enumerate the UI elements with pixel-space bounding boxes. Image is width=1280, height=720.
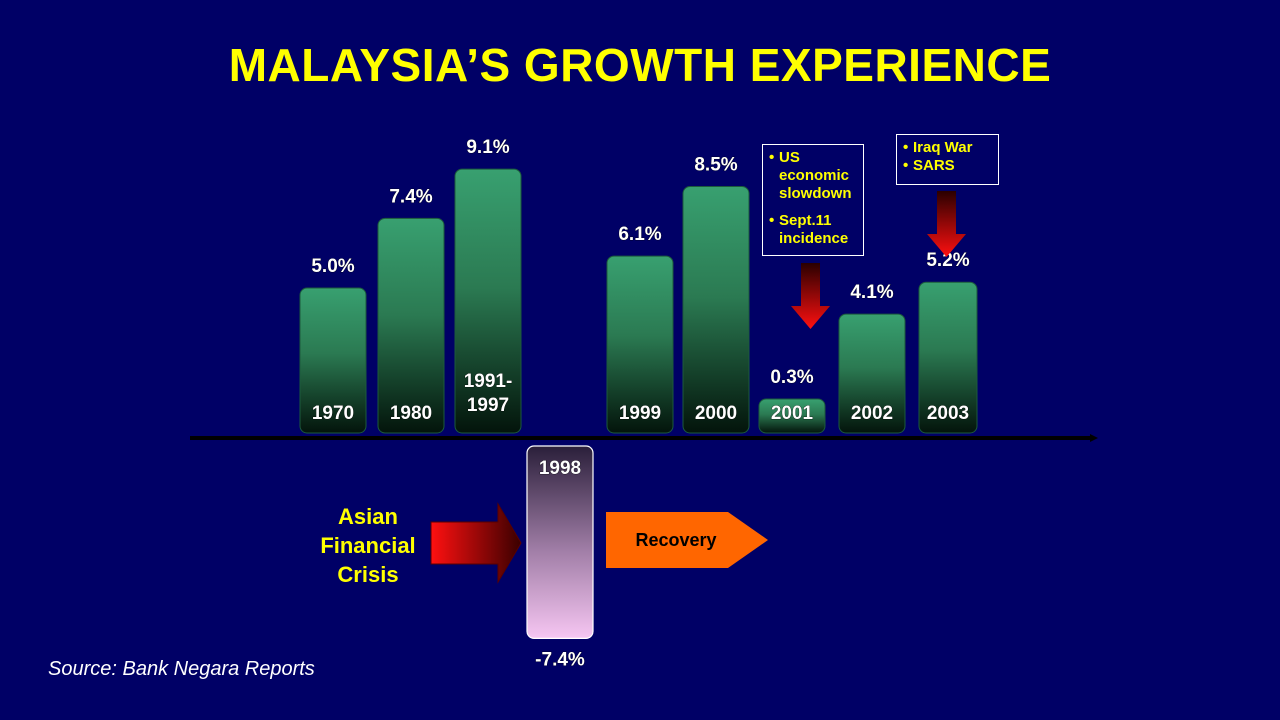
iraq-callout: • Iraq War • SARS [896, 134, 999, 185]
value-label: 0.3% [770, 367, 813, 388]
bullet-icon: • [903, 139, 909, 156]
iraq-item: • Iraq War [903, 139, 992, 157]
bullet-icon: • [769, 212, 775, 229]
crisis-label: Asian Financial Crisis [300, 502, 436, 589]
callout-line: incidence [779, 230, 849, 247]
category-label: 1970 [312, 403, 354, 424]
slowdown-callout: • US economic slowdown • Sept.11 inciden… [762, 144, 864, 256]
category-label: 2003 [927, 403, 969, 424]
crisis-line: Crisis [337, 562, 399, 587]
category-label: 1980 [390, 403, 432, 424]
bar-2003-group: 2003 5.2% [918, 250, 978, 434]
bar-1998-group: 1998 -7.4% [526, 445, 594, 671]
value-label: -7.4% [535, 649, 585, 670]
source-note: Source: Bank Negara Reports [48, 658, 315, 680]
crisis-line: Financial [320, 533, 416, 558]
bullet-icon: • [903, 157, 909, 174]
bar-2001-group: 2001 0.3% [758, 367, 826, 434]
category-label: 2000 [695, 403, 737, 424]
x-axis-arrowhead [1090, 434, 1098, 442]
value-label: 5.0% [311, 256, 354, 277]
recovery-arrow-shape [606, 512, 768, 568]
recovery-label: Recovery [635, 529, 717, 550]
callout-line: Sept.11 [779, 212, 832, 229]
page-title: MALAYSIA’S GROWTH EXPERIENCE [228, 39, 1052, 91]
bar-2002 [838, 313, 906, 434]
category-label: 1999 [619, 403, 661, 424]
crisis-arrow [430, 502, 522, 584]
crisis-line: Asian [338, 504, 398, 529]
callout-line: US [779, 149, 800, 166]
bar-2000-group: 2000 8.5% [682, 154, 750, 434]
slowdown-item: • US economic slowdown [769, 149, 857, 203]
bar-1991-1997 [454, 168, 522, 434]
category-label: 1991- [464, 371, 513, 392]
callout-line: SARS [913, 157, 955, 174]
bar-1998 [526, 445, 594, 639]
bar-1999-group: 1999 6.1% [606, 224, 674, 434]
value-label: 4.1% [850, 282, 893, 303]
bar-2001 [758, 398, 826, 434]
category-label: 2001 [771, 403, 814, 424]
iraq-down-arrow [927, 191, 966, 257]
callout-line: Iraq War [913, 139, 973, 156]
sept11-item: • Sept.11 incidence [769, 212, 857, 248]
value-label: 6.1% [618, 224, 661, 245]
callout-line: slowdown [779, 185, 852, 202]
bar-1970-group: 1970 5.0% [299, 256, 367, 434]
value-label: 8.5% [694, 155, 737, 176]
bar-1970 [299, 287, 367, 434]
slowdown-down-arrow [791, 263, 830, 329]
bullet-icon: • [769, 149, 775, 166]
category-label: 2002 [851, 403, 893, 424]
bar-2000 [682, 186, 750, 434]
bar-1991-1997-group: 1991- 1997 9.1% [454, 137, 522, 434]
value-label: 5.2% [926, 250, 969, 271]
bar-1980 [377, 217, 445, 434]
bar-1980-group: 1980 7.4% [377, 186, 445, 434]
bar-2002-group: 2002 4.1% [838, 282, 906, 434]
bar-2003 [918, 281, 978, 434]
value-label: 7.4% [389, 186, 432, 207]
callout-line: economic [779, 167, 850, 184]
value-label: 9.1% [466, 137, 509, 158]
bar-1999 [606, 255, 674, 434]
category-label: 1997 [467, 395, 509, 416]
sars-item: • SARS [903, 157, 992, 175]
recovery-arrow: Recovery [606, 512, 768, 568]
category-label: 1998 [539, 458, 581, 479]
